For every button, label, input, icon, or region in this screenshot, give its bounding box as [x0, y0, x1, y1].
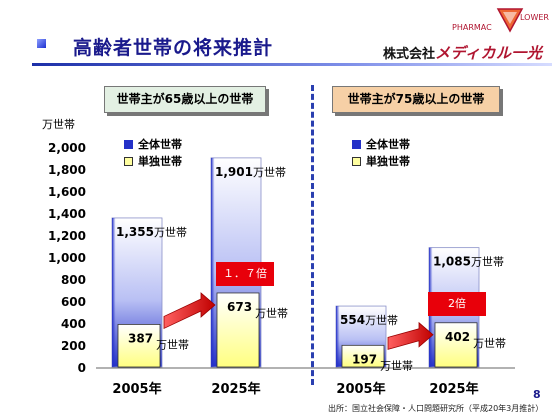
data-label-single: 673 万世帯 [227, 300, 288, 320]
company-brand: メディカル一光 [435, 44, 543, 62]
x-tick-label: 2005年 [112, 381, 161, 397]
legend-item-single: 単独世帯 [124, 153, 182, 170]
logo-text-right: LOWER [520, 13, 549, 22]
data-label-total: 1,901万世帯 [215, 165, 286, 179]
data-label-single: 197 万世帯 [352, 352, 413, 372]
title-bullet [37, 39, 46, 48]
y-tick-label: 1,200 [48, 229, 86, 243]
legend-item-total: 全体世帯 [124, 136, 182, 153]
growth-arrow [163, 292, 216, 330]
ratio-callout-75: 2倍 [428, 292, 486, 316]
company-logo: PHARMAC LOWER [452, 8, 549, 33]
panel-divider [311, 85, 314, 385]
bar-single [341, 344, 385, 368]
company-prefix: 株式会社 [383, 47, 436, 62]
y-tick-label: 200 [61, 339, 86, 353]
legend-swatch-total [352, 140, 361, 149]
growth-arrow [387, 321, 434, 350]
y-tick-label: 1,000 [48, 251, 86, 265]
data-label-single: 387 万世帯 [128, 331, 189, 351]
logo-text-top: PHARMAC [452, 23, 492, 32]
data-label-total: 1,355万世帯 [116, 225, 187, 239]
legend-swatch-single [124, 157, 133, 166]
x-tick-label: 2025年 [211, 381, 260, 397]
bar-single [117, 324, 161, 368]
y-tick-label: 1,800 [48, 163, 86, 177]
bar-single [216, 292, 260, 368]
data-label-total: 1,085万世帯 [433, 255, 504, 269]
bar-single [434, 322, 478, 368]
legend-label-total: 全体世帯 [138, 138, 182, 151]
legend-left: 全体世帯 単独世帯 [124, 136, 182, 170]
bar-total-shade [336, 306, 346, 367]
legend-label-total: 全体世帯 [366, 138, 410, 151]
page-number: 8 [533, 388, 541, 401]
x-tick-label: 2005年 [336, 381, 385, 397]
panel-header-75: 世帯主が75歳以上の世帯 [332, 86, 500, 113]
title-underline [32, 63, 552, 66]
ratio-callout-65: １．７倍 [216, 262, 274, 286]
legend-label-single: 単独世帯 [138, 155, 182, 168]
panel-header-65: 世帯主が65歳以上の世帯 [104, 86, 266, 113]
legend-right: 全体世帯 単独世帯 [352, 136, 410, 170]
y-tick-label: 1,400 [48, 207, 86, 221]
y-tick-label: 0 [78, 361, 86, 375]
y-tick-label: 800 [61, 273, 86, 287]
page-title: 高齢者世帯の将来推計 [73, 37, 274, 59]
company-name: 株式会社メディカル一光 [383, 42, 542, 63]
legend-item-single: 単独世帯 [352, 153, 410, 170]
data-label-total: 554万世帯 [340, 313, 398, 327]
y-tick-label: 600 [61, 295, 86, 309]
x-tick-label: 2025年 [429, 381, 478, 397]
y-tick-label: 400 [61, 317, 86, 331]
y-tick-label: 2,000 [48, 141, 86, 155]
data-label-single: 402 万世帯 [445, 330, 506, 350]
bar-total-shade [112, 217, 122, 367]
legend-item-total: 全体世帯 [352, 136, 410, 153]
y-tick-label: 1,600 [48, 185, 86, 199]
legend-swatch-total [124, 140, 133, 149]
source-note: 出所：国立社会保障・人口問題研究所（平成20年3月推計） [328, 404, 544, 413]
y-axis-unit: 万世帯 [42, 118, 75, 131]
legend-label-single: 単独世帯 [366, 155, 410, 168]
legend-swatch-single [352, 157, 361, 166]
